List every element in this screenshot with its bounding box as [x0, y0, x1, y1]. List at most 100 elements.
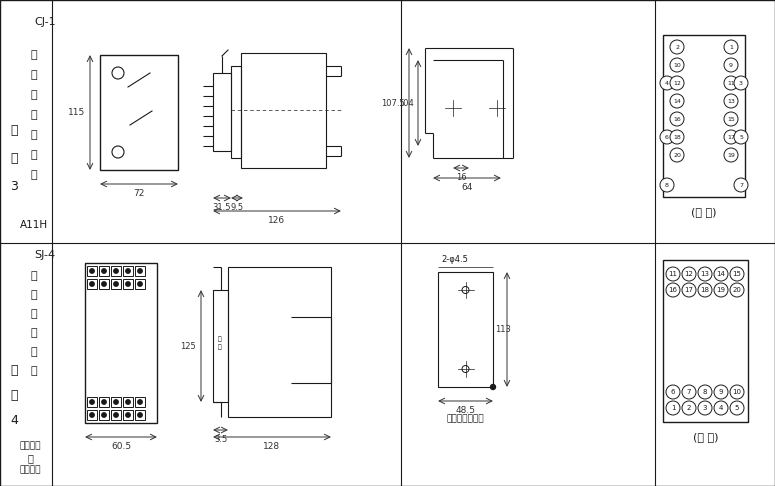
Circle shape [724, 148, 738, 162]
Circle shape [112, 67, 124, 79]
Text: 1: 1 [670, 405, 675, 411]
Circle shape [138, 269, 142, 273]
Text: 6: 6 [670, 389, 675, 395]
Text: 1: 1 [729, 45, 733, 50]
Text: 13: 13 [701, 271, 709, 277]
Text: 16: 16 [456, 173, 467, 182]
Bar [438, 272, 493, 387]
Bar [85, 263, 157, 423]
Circle shape [102, 282, 106, 286]
Text: 卡轨安装: 卡轨安装 [19, 441, 41, 451]
Text: 4: 4 [719, 405, 723, 411]
Text: 13: 13 [727, 99, 735, 104]
Circle shape [670, 130, 684, 144]
Circle shape [90, 282, 95, 286]
Bar [213, 73, 231, 151]
Circle shape [670, 94, 684, 108]
Text: 16: 16 [669, 287, 677, 293]
Circle shape [698, 283, 712, 297]
Bar [663, 35, 745, 197]
Text: 7: 7 [687, 389, 691, 395]
Text: 9: 9 [729, 63, 733, 68]
Bar [99, 266, 109, 276]
Text: 4: 4 [665, 81, 669, 86]
Text: 出: 出 [31, 290, 37, 300]
Text: 线: 线 [31, 170, 37, 180]
Text: 12: 12 [684, 271, 694, 277]
Circle shape [114, 400, 119, 404]
Circle shape [714, 267, 728, 281]
Text: 7: 7 [739, 183, 743, 188]
Text: 60.5: 60.5 [111, 442, 131, 451]
Circle shape [114, 269, 119, 273]
Text: 螺钉安装: 螺钉安装 [19, 466, 41, 474]
Circle shape [138, 413, 142, 417]
Circle shape [112, 146, 124, 158]
Text: 8: 8 [703, 389, 708, 395]
Circle shape [724, 94, 738, 108]
Bar [135, 397, 145, 407]
Text: 2: 2 [675, 45, 679, 50]
Text: 板: 板 [31, 110, 37, 120]
Circle shape [491, 384, 495, 389]
Circle shape [682, 401, 696, 415]
Text: 3: 3 [703, 405, 708, 411]
Text: 后: 后 [31, 130, 37, 140]
Circle shape [698, 267, 712, 281]
Text: 15: 15 [732, 271, 742, 277]
Text: 48.5: 48.5 [456, 406, 476, 415]
Text: 17: 17 [684, 287, 694, 293]
Bar [100, 55, 178, 170]
Text: A11H: A11H [20, 220, 48, 230]
Circle shape [462, 365, 469, 372]
Text: 115: 115 [67, 108, 85, 117]
Text: 凸: 凸 [31, 50, 37, 60]
Circle shape [138, 400, 142, 404]
Text: 凸: 凸 [31, 271, 37, 281]
Text: 8: 8 [665, 183, 669, 188]
Text: 18: 18 [701, 287, 709, 293]
Circle shape [114, 282, 119, 286]
Text: 3: 3 [10, 179, 18, 192]
Circle shape [666, 401, 680, 415]
Bar [135, 279, 145, 289]
Circle shape [730, 401, 744, 415]
Text: 2-φ4.5: 2-φ4.5 [441, 255, 468, 263]
Circle shape [698, 401, 712, 415]
Text: CJ-1: CJ-1 [34, 17, 56, 27]
Text: 前: 前 [31, 328, 37, 338]
Circle shape [714, 385, 728, 399]
Text: 6: 6 [665, 135, 669, 139]
Text: 128: 128 [264, 442, 281, 451]
Text: 10: 10 [732, 389, 742, 395]
Text: 图: 图 [10, 152, 18, 164]
Circle shape [670, 112, 684, 126]
Bar [111, 410, 121, 420]
Bar [135, 410, 145, 420]
Text: 104: 104 [398, 99, 414, 107]
Bar [241, 53, 326, 168]
Circle shape [462, 287, 469, 294]
Circle shape [724, 40, 738, 54]
Text: 线: 线 [31, 366, 37, 376]
Circle shape [734, 76, 748, 90]
Circle shape [670, 58, 684, 72]
Circle shape [724, 58, 738, 72]
Circle shape [90, 413, 95, 417]
Bar [228, 267, 331, 417]
Circle shape [666, 283, 680, 297]
Circle shape [114, 413, 119, 417]
Circle shape [682, 267, 696, 281]
Text: 3.5: 3.5 [214, 435, 227, 444]
Circle shape [670, 40, 684, 54]
Text: SJ-4: SJ-4 [34, 250, 55, 260]
Text: 4: 4 [10, 414, 18, 427]
Circle shape [724, 130, 738, 144]
Circle shape [670, 148, 684, 162]
Text: 接: 接 [31, 347, 37, 357]
Bar [663, 260, 748, 422]
Circle shape [682, 385, 696, 399]
Text: 14: 14 [673, 99, 681, 104]
Text: 式: 式 [31, 90, 37, 100]
Circle shape [126, 413, 130, 417]
